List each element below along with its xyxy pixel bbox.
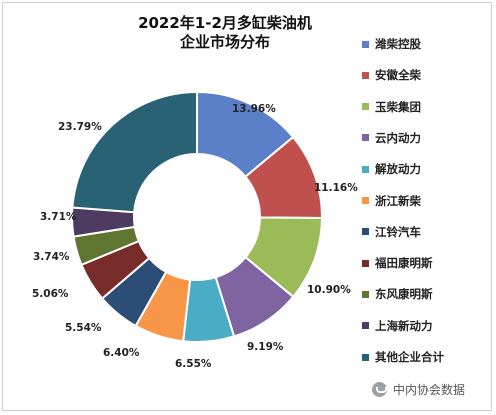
data-label-5: 6.55% bbox=[175, 358, 212, 370]
legend-item-3: 玉柴集团 bbox=[362, 99, 421, 115]
legend-label: 东风康明斯 bbox=[375, 287, 433, 302]
legend-label: 玉柴集团 bbox=[375, 99, 421, 114]
legend-label: 其他企业合计 bbox=[375, 350, 444, 364]
chart-title-line-1: 2022年1-2月多缸柴油机 bbox=[138, 14, 312, 32]
legend-label: 福田康明斯 bbox=[375, 256, 433, 271]
legend-item-7: 江铃汽车 bbox=[362, 224, 421, 240]
data-label-8: 5.06% bbox=[32, 288, 69, 300]
chart-title: 2022年1-2月多缸柴油机 企业市场分布 bbox=[90, 14, 360, 52]
data-label-2: 11.16% bbox=[314, 182, 358, 194]
legend-swatch bbox=[362, 134, 369, 142]
data-label-11: 23.79% bbox=[58, 121, 102, 133]
legend-swatch bbox=[362, 71, 369, 79]
legend-item-1: 潍柴控股 bbox=[362, 36, 421, 52]
legend-label: 江铃汽车 bbox=[375, 224, 421, 239]
wechat-icon bbox=[372, 382, 387, 397]
legend-swatch bbox=[362, 197, 369, 204]
legend-swatch bbox=[362, 322, 369, 330]
legend-swatch bbox=[362, 290, 369, 298]
legend-item-2: 安徽全柴 bbox=[362, 67, 421, 83]
legend-label: 浙江新柴 bbox=[375, 193, 421, 208]
legend-swatch bbox=[362, 259, 369, 267]
legend-item-9: 东风康明斯 bbox=[362, 286, 433, 302]
watermark-text: 中内协会数据 bbox=[393, 383, 466, 397]
data-label-1: 13.96% bbox=[232, 103, 276, 115]
legend-label: 潍柴控股 bbox=[375, 37, 421, 51]
legend-swatch bbox=[362, 165, 369, 173]
donut-slice-11 bbox=[71, 90, 198, 214]
legend-swatch bbox=[362, 228, 369, 236]
legend-label: 安徽全柴 bbox=[375, 68, 421, 83]
legend-swatch bbox=[362, 103, 369, 111]
legend-swatch bbox=[362, 353, 369, 361]
chart-title-line-2: 企业市场分布 bbox=[179, 33, 270, 51]
data-label-7: 5.54% bbox=[65, 322, 102, 334]
legend-item-8: 福田康明斯 bbox=[362, 255, 433, 271]
legend-item-4: 云内动力 bbox=[362, 130, 421, 146]
data-label-9: 3.74% bbox=[33, 251, 70, 263]
data-label-10: 3.71% bbox=[40, 211, 77, 223]
legend-label: 上海新动力 bbox=[375, 318, 433, 333]
legend-item-11: 其他企业合计 bbox=[362, 349, 444, 365]
legend-label: 云内动力 bbox=[375, 130, 421, 145]
data-label-4: 9.19% bbox=[247, 341, 284, 353]
legend-item-5: 解放动力 bbox=[362, 161, 421, 177]
data-label-6: 6.40% bbox=[103, 347, 140, 359]
data-label-3: 10.90% bbox=[307, 284, 351, 296]
legend-item-6: 浙江新柴 bbox=[362, 193, 421, 209]
legend-label: 解放动力 bbox=[375, 162, 421, 177]
legend-swatch bbox=[362, 40, 369, 48]
legend-item-10: 上海新动力 bbox=[362, 318, 433, 334]
watermark: 中内协会数据 bbox=[372, 381, 465, 398]
